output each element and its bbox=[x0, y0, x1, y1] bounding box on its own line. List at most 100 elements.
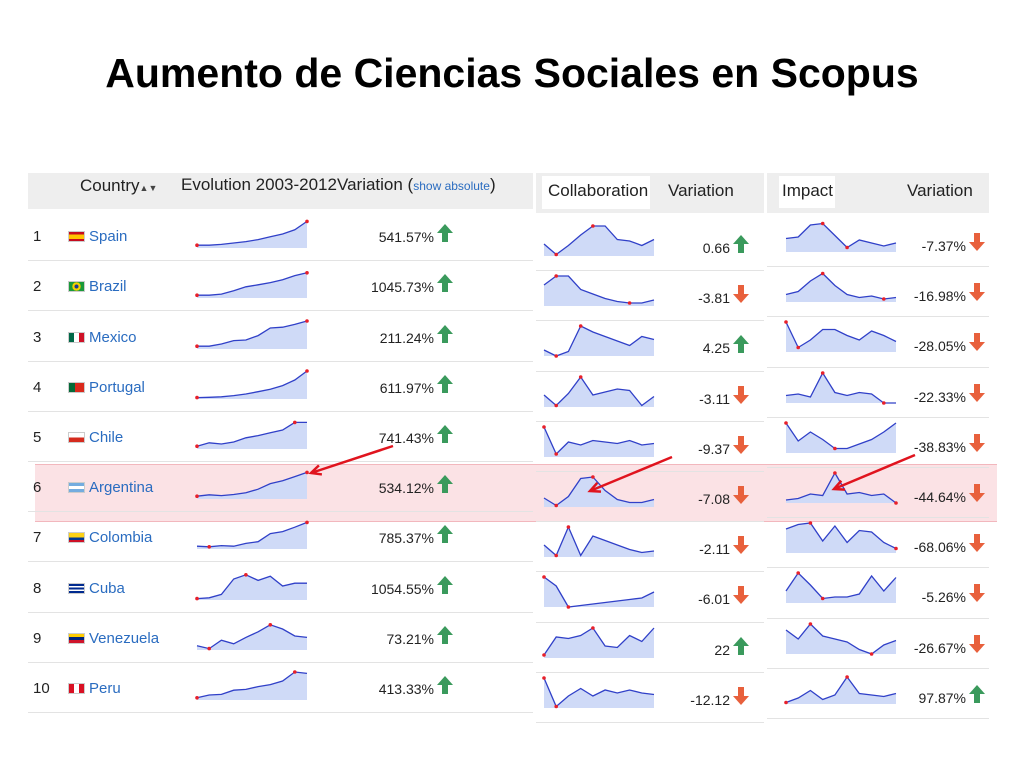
impact-row-divider bbox=[767, 517, 989, 519]
variation-value: 534.12% bbox=[378, 480, 434, 497]
collaboration-sparkline-spain bbox=[543, 224, 655, 257]
collaboration-value: 4.25 bbox=[702, 340, 730, 357]
evolution-sparkline-argentina-line bbox=[196, 471, 308, 497]
evolution-sparkline-chile-min-point bbox=[195, 444, 199, 448]
country-link-brazil[interactable]: Brazil bbox=[89, 278, 127, 296]
rank-number: 1 bbox=[33, 228, 42, 246]
impact-sparkline-spain-min-point bbox=[845, 245, 849, 250]
impact-sparkline-mexico bbox=[784, 320, 897, 353]
evolution-sparkline-cuba-min-point bbox=[195, 596, 199, 600]
rank-number: 10 bbox=[33, 679, 50, 697]
evolution-sparkline-cuba bbox=[195, 572, 307, 600]
evolution-sparkline-peru bbox=[195, 670, 308, 700]
collaboration-sparkline-peru-max-point bbox=[542, 675, 546, 680]
flag-icon-peru bbox=[68, 682, 85, 694]
down-arrow-icon bbox=[733, 285, 749, 304]
flag-icon-colombia bbox=[68, 532, 85, 544]
collab-row-divider bbox=[536, 270, 764, 272]
variation-value: 413.33% bbox=[378, 680, 434, 697]
collaboration-sparkline-cuba-min-point bbox=[566, 605, 571, 610]
evolution-sparkline-argentina-max-point bbox=[305, 470, 309, 475]
impact-sparkline-venezuela-max-point bbox=[808, 621, 813, 626]
impact-sparkline-cuba-area bbox=[786, 573, 896, 604]
country-link-venezuela[interactable]: Venezuela bbox=[89, 629, 160, 647]
collaboration-sparkline-venezuela bbox=[542, 625, 655, 658]
collaboration-sparkline-peru bbox=[542, 675, 655, 709]
impact-sparkline-colombia-line bbox=[785, 522, 897, 550]
country-link-argentina[interactable]: Argentina bbox=[89, 479, 154, 497]
evolution-sparkline-peru-area bbox=[197, 671, 307, 700]
impact-sparkline-portugal-line bbox=[785, 371, 896, 404]
variation-header: Variation (show absolute) bbox=[337, 175, 496, 194]
impact-row-divider bbox=[767, 366, 989, 368]
impact-sparkline-spain-line bbox=[785, 222, 897, 249]
collaboration-sparkline-colombia-area bbox=[544, 527, 654, 558]
flag-icon-cuba bbox=[68, 582, 85, 594]
impact-sparkline-peru-max-point bbox=[845, 674, 849, 679]
impact-sparkline-peru-min-point bbox=[784, 700, 788, 705]
impact-variation-header: Variation bbox=[907, 181, 973, 200]
rank-number: 2 bbox=[33, 278, 42, 296]
impact-row-divider bbox=[767, 416, 989, 418]
evolution-sparkline-colombia-area bbox=[197, 522, 307, 550]
collaboration-sparkline-brazil-line bbox=[543, 275, 655, 304]
table-header bbox=[28, 173, 533, 209]
impact-sparkline-argentina bbox=[785, 471, 898, 505]
collaboration-sparkline-venezuela-max-point bbox=[591, 625, 595, 630]
evolution-sparkline-colombia-line bbox=[196, 522, 308, 548]
up-arrow-icon bbox=[969, 684, 985, 703]
country-link-spain[interactable]: Spain bbox=[89, 228, 128, 246]
country-header[interactable]: Country▲▼ bbox=[80, 176, 158, 195]
country-link-chile[interactable]: Chile bbox=[89, 428, 124, 446]
impact-row-divider bbox=[767, 667, 989, 669]
impact-row-divider bbox=[767, 266, 989, 268]
impact-value: -16.98% bbox=[913, 288, 966, 305]
impact-sparkline-venezuela bbox=[785, 621, 897, 656]
evolution-sparkline-portugal-max-point bbox=[305, 368, 309, 373]
collaboration-header-box bbox=[542, 176, 650, 209]
evolution-sparkline-colombia bbox=[196, 520, 309, 550]
up-arrow-icon bbox=[437, 224, 453, 243]
country-link-cuba[interactable]: Cuba bbox=[89, 579, 125, 597]
rank-number: 3 bbox=[33, 328, 42, 346]
up-arrow-icon bbox=[733, 335, 749, 354]
country-link-portugal[interactable]: Portugal bbox=[89, 378, 145, 396]
evolution-sparkline-spain-min-point bbox=[195, 243, 199, 248]
impact-row-divider bbox=[767, 316, 989, 318]
impact-sparkline-argentina-area bbox=[786, 473, 896, 503]
collaboration-value: -9.37 bbox=[698, 440, 730, 457]
evolution-sparkline-brazil-max-point bbox=[305, 271, 309, 275]
variation-value: 611.97% bbox=[379, 379, 434, 396]
collaboration-sparkline-portugal bbox=[543, 374, 655, 407]
evolution-sparkline-peru-max-point bbox=[293, 670, 297, 674]
country-link-peru[interactable]: Peru bbox=[89, 679, 121, 697]
impact-sparkline-venezuela-area bbox=[786, 623, 896, 654]
flag-icon-venezuela bbox=[68, 632, 85, 644]
table-row-divider bbox=[28, 611, 533, 613]
country-link-mexico[interactable]: Mexico bbox=[89, 328, 137, 346]
evolution-sparkline-chile-max-point bbox=[293, 420, 297, 425]
up-arrow-icon bbox=[437, 575, 453, 594]
evolution-sparkline-spain-line bbox=[197, 220, 308, 246]
collaboration-sparkline-spain-line bbox=[543, 225, 655, 256]
down-arrow-icon bbox=[969, 433, 985, 452]
down-arrow-icon bbox=[969, 584, 985, 603]
show-absolute-link[interactable]: show absolute bbox=[413, 179, 490, 193]
impact-sparkline-mexico-min-point bbox=[796, 346, 800, 350]
collaboration-sparkline-cuba bbox=[542, 575, 655, 610]
collaboration-sparkline-brazil-area bbox=[544, 276, 654, 307]
evolution-sparkline-spain-area bbox=[197, 221, 307, 249]
impact-sparkline-brazil bbox=[785, 271, 897, 303]
evolution-sparkline-cuba-line bbox=[196, 573, 307, 599]
impact-sparkline-brazil-line bbox=[785, 272, 897, 300]
impact-header-box bbox=[779, 176, 835, 208]
impact-header: Impact bbox=[782, 181, 834, 200]
evolution-sparkline-peru-line bbox=[196, 671, 308, 699]
up-arrow-icon bbox=[733, 235, 749, 253]
sort-icon[interactable]: ▲▼ bbox=[139, 183, 158, 193]
collab-row-divider bbox=[536, 621, 764, 623]
collaboration-sparkline-venezuela-min-point bbox=[542, 652, 546, 657]
evolution-sparkline-venezuela bbox=[196, 622, 308, 651]
evolution-sparkline-venezuela-area bbox=[197, 624, 307, 650]
country-link-colombia[interactable]: Colombia bbox=[89, 529, 153, 547]
